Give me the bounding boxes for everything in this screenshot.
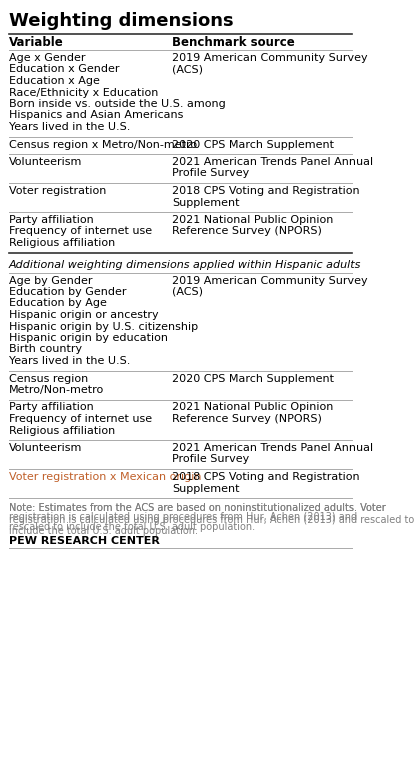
Text: Census region: Census region [8,373,88,384]
Text: (ACS): (ACS) [172,64,203,74]
Text: Metro/Non-metro: Metro/Non-metro [8,385,104,395]
Text: registration is calculated using procedures from Hur, Achen (2013) and: registration is calculated using procedu… [8,512,357,522]
Text: Volunteerism: Volunteerism [8,157,82,167]
Text: Race/Ethnicity x Education: Race/Ethnicity x Education [8,88,158,98]
Text: 2019 American Community Survey: 2019 American Community Survey [172,53,368,63]
Text: 2021 American Trends Panel Annual: 2021 American Trends Panel Annual [172,443,373,453]
Text: Years lived in the U.S.: Years lived in the U.S. [8,356,130,366]
Text: Census region x Metro/Non-metro: Census region x Metro/Non-metro [8,139,197,149]
Text: Reference Survey (NPORS): Reference Survey (NPORS) [172,226,322,236]
Text: Born inside vs. outside the U.S. among: Born inside vs. outside the U.S. among [8,99,226,109]
Text: 2020 CPS March Supplement: 2020 CPS March Supplement [172,373,334,384]
Text: Additional weighting dimensions applied within Hispanic adults: Additional weighting dimensions applied … [8,260,361,269]
Text: Education x Age: Education x Age [8,76,100,86]
Text: Age x Gender: Age x Gender [8,53,85,63]
Text: Supplement: Supplement [172,198,239,207]
Text: Hispanics and Asian Americans: Hispanics and Asian Americans [8,111,183,120]
Text: Benchmark source: Benchmark source [172,36,295,49]
Text: Volunteerism: Volunteerism [8,443,82,453]
Text: (ACS): (ACS) [172,287,203,297]
Text: Hispanic origin by education: Hispanic origin by education [8,333,168,343]
Text: Frequency of internet use: Frequency of internet use [8,226,152,236]
Text: PEW RESEARCH CENTER: PEW RESEARCH CENTER [8,535,160,546]
Text: Note: Estimates from the ACS are based on noninstitutionalized adults. Voter: Note: Estimates from the ACS are based o… [8,503,385,513]
Text: Weighting dimensions: Weighting dimensions [8,12,233,30]
Text: Age by Gender: Age by Gender [8,276,92,285]
Text: Hispanic origin or ancestry: Hispanic origin or ancestry [8,310,158,320]
Text: Profile Survey: Profile Survey [172,169,249,179]
Text: Reference Survey (NPORS): Reference Survey (NPORS) [172,414,322,424]
Text: 2018 CPS Voting and Registration: 2018 CPS Voting and Registration [172,472,360,482]
Text: 2018 CPS Voting and Registration: 2018 CPS Voting and Registration [172,186,360,196]
Text: 2021 American Trends Panel Annual: 2021 American Trends Panel Annual [172,157,373,167]
Text: Hispanic origin by U.S. citizenship: Hispanic origin by U.S. citizenship [8,322,198,332]
Text: Education by Gender: Education by Gender [8,287,126,297]
Text: 2021 National Public Opinion: 2021 National Public Opinion [172,403,333,413]
Text: Frequency of internet use: Frequency of internet use [8,414,152,424]
Text: Religious affiliation: Religious affiliation [8,238,115,248]
Text: Note: Estimates from the ACS are based on noninstitutionalized adults. Voter reg: Note: Estimates from the ACS are based o… [8,503,414,536]
Text: 2021 National Public Opinion: 2021 National Public Opinion [172,215,333,225]
Text: Voter registration: Voter registration [8,186,106,196]
Text: Birth country: Birth country [8,344,82,354]
Text: Supplement: Supplement [172,484,239,494]
Text: rescaled to include the total U.S. adult population.: rescaled to include the total U.S. adult… [8,522,255,532]
Text: Party affiliation: Party affiliation [8,215,93,225]
Text: Education by Age: Education by Age [8,298,107,309]
Text: 2019 American Community Survey: 2019 American Community Survey [172,276,368,285]
Text: Voter registration x Mexican origin: Voter registration x Mexican origin [8,472,201,482]
Text: Religious affiliation: Religious affiliation [8,425,115,435]
Text: Variable: Variable [8,36,63,49]
Text: Years lived in the U.S.: Years lived in the U.S. [8,122,130,132]
Text: Profile Survey: Profile Survey [172,454,249,465]
Text: 2020 CPS March Supplement: 2020 CPS March Supplement [172,139,334,149]
Text: Education x Gender: Education x Gender [8,64,119,74]
Text: Party affiliation: Party affiliation [8,403,93,413]
